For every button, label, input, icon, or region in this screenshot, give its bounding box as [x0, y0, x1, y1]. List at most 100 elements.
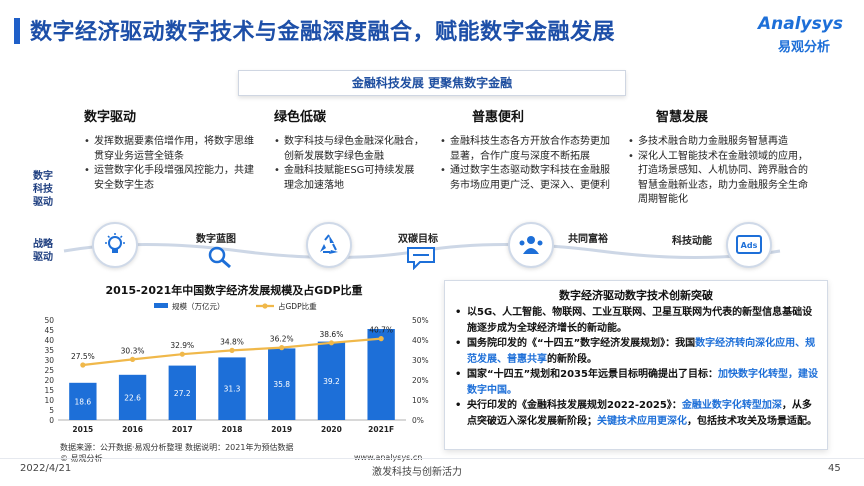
y-tick-label-left: 0 — [49, 416, 54, 425]
line-value-label: 36.2% — [270, 335, 294, 344]
bar — [367, 329, 395, 420]
timeline-label-dual-carbon: 双碳目标 — [398, 234, 438, 245]
x-tick-label: 2019 — [271, 425, 292, 434]
banner-text: 金融科技发展 更聚焦数字金融 — [351, 76, 513, 90]
column-item: 金融科技生态各方开放合作态势更加显著，合作广度与深度不断拓展 — [440, 135, 616, 164]
column-digital-driven: 数字驱动 发挥数据要素倍增作用，将数字思维贯穿业务运营全链条 运营数字化手段增强… — [84, 106, 254, 193]
section-banner: 金融科技发展 更聚焦数字金融 — [238, 70, 626, 96]
y-tick-label-left: 20 — [44, 376, 54, 385]
column-title: 数字驱动 — [84, 110, 137, 125]
y-tick-label-left: 15 — [44, 386, 54, 395]
timeline-node-smart: Ads — [726, 222, 772, 268]
panel-title: 数字经济驱动数字技术创新突破 — [559, 289, 713, 302]
panel-list: 以5G、人工智能、物联网、工业互联网、卫星互联网为代表的新型信息基础设施逐步成为… — [455, 305, 821, 429]
innovation-panel: 数字经济驱动数字技术创新突破 以5G、人工智能、物联网、工业互联网、卫星互联网为… — [444, 280, 828, 450]
footer-divider — [0, 458, 864, 459]
panel-item: 以5G、人工智能、物联网、工业互联网、卫星互联网为代表的新型信息基础设施逐步成为… — [455, 305, 821, 336]
bar — [268, 348, 296, 420]
bar — [218, 357, 246, 420]
svg-text:Ads: Ads — [741, 241, 758, 250]
legend-label-bar: 规模（万亿元） — [172, 301, 225, 311]
y-tick-label-left: 45 — [44, 326, 54, 335]
logo-wordmark: Analysys — [758, 14, 843, 34]
x-tick-label: 2020 — [321, 425, 342, 434]
chart-source-note: 数据来源：公开数据·易观分析整理 数据说明：2021年为预估数据 — [60, 443, 294, 452]
magnifier-icon — [208, 246, 231, 269]
chat-bubble-icon — [407, 247, 435, 270]
bar-value-label: 27.2 — [174, 389, 191, 398]
bar — [168, 365, 196, 420]
line-point — [279, 345, 285, 351]
column-item: 金融科技赋能ESG可持续发展理念加速落地 — [274, 164, 424, 193]
y-tick-label-right: 20% — [412, 376, 429, 385]
ads-screen-icon: Ads — [736, 235, 762, 254]
x-tick-label: 2015 — [72, 425, 93, 434]
highlight-text: 加快数字化转型，建设数字中国。 — [467, 369, 818, 396]
column-title: 普惠便利 — [472, 110, 525, 125]
panel-item: 央行印发的《金融科技发展规划2022-2025》：金融业数字化转型加深，从多点突… — [455, 398, 821, 429]
page-number: 45 — [828, 463, 841, 474]
column-item: 深化人工智能技术在金融领域的应用，打造场景感知、人机协同、跨界融合的智慧金融新业… — [628, 150, 808, 208]
y-tick-label-left: 30 — [44, 356, 54, 365]
row-label-tech-driven: 数字 科技 驱动 — [33, 171, 53, 208]
legend-swatch-point — [262, 303, 268, 309]
timeline-label-tech-momentum: 科技动能 — [672, 236, 712, 247]
line-value-label: 30.3% — [121, 346, 145, 355]
title-accent-bar — [14, 18, 20, 44]
highlight-text: 金融业数字化转型加深 — [681, 400, 782, 411]
highlight-text: 关键技术应用更深化 — [597, 415, 687, 427]
y-tick-label-right: 50% — [412, 316, 429, 325]
chart-website: www.analysys.cn — [354, 453, 422, 462]
y-tick-label-right: 40% — [412, 336, 429, 345]
panel-item: 国务院印发的《“十四五”数字经济发展规划》：我国数字经济转向深化应用、规范发展、… — [455, 336, 821, 367]
footer-date: 2022/4/21 — [20, 463, 72, 474]
y-tick-label-right: 30% — [412, 356, 429, 365]
body-text: 国家“十四五”规划和2035年远景目标明确提出了目标： — [467, 369, 718, 380]
brand-logo: Analysys 易观分析 — [758, 14, 852, 60]
bar-value-label: 18.6 — [75, 397, 92, 406]
body-text: ，包括技术攻关及场景适配。 — [687, 415, 817, 427]
y-tick-label-left: 10 — [44, 396, 54, 405]
line-point — [80, 362, 86, 368]
body-text: 央行印发的《金融科技发展规划2022-2025》： — [467, 400, 682, 411]
panel-item: 国家“十四五”规划和2035年远景目标明确提出了目标：加快数字化转型，建设数字中… — [455, 367, 821, 398]
bar — [118, 374, 147, 420]
footer-slogan: 激发科技与创新活力 — [372, 467, 462, 478]
column-inclusive-convenience: 普惠便利 金融科技生态各方开放合作态势更加显著，合作广度与深度不断拓展 通过数字… — [440, 106, 616, 193]
body-text: 的新阶段。 — [547, 353, 597, 365]
line-value-label: 27.5% — [71, 352, 95, 361]
body-text: 国务院印发的《“十四五”数字经济发展规划》：我国 — [467, 338, 696, 349]
column-title: 智慧发展 — [656, 110, 709, 125]
line-point — [179, 351, 185, 357]
timeline-node-inclusive — [508, 222, 554, 268]
legend-swatch-bar — [154, 303, 168, 308]
line-point — [328, 340, 335, 346]
bar — [317, 341, 346, 420]
timeline-label-common-prosperity: 共同富裕 — [568, 234, 608, 245]
line-point — [378, 336, 384, 342]
y-tick-label-left: 5 — [49, 406, 54, 415]
x-tick-label: 2018 — [222, 425, 243, 434]
bar-value-label: 31.3 — [224, 385, 241, 394]
column-title: 绿色低碳 — [274, 110, 327, 125]
y-tick-label-left: 35 — [44, 346, 54, 355]
lightbulb-icon — [105, 233, 125, 253]
y-tick-label-right: 10% — [412, 396, 429, 405]
chart-title: 2015-2021年中国数字经济发展规模及占GDP比重 — [105, 284, 363, 297]
timeline-label-blueprint: 数字蓝图 — [196, 234, 236, 245]
y-tick-label-left: 25 — [44, 366, 54, 375]
line-value-label: 40.7% — [369, 326, 393, 335]
bar-value-label: 35.8 — [273, 380, 290, 389]
y-tick-label-right: 0% — [412, 416, 424, 425]
bar — [69, 382, 97, 420]
body-text: ，从多点突破迈入深化发展新阶段； — [467, 400, 812, 427]
column-item: 数字科技与绿色金融深化融合，创新发展数字绿色金融 — [274, 135, 424, 164]
timeline-node-green — [306, 222, 352, 268]
y-tick-label-left: 40 — [44, 336, 54, 345]
body-text: 以5G、人工智能、物联网、工业互联网、卫星互联网为代表的新型信息基础设施逐步成为… — [467, 307, 813, 334]
column-smart-development: 智慧发展 多技术融合助力金融服务智慧再造 深化人工智能技术在金融领域的应用，打造… — [628, 106, 808, 208]
line-point — [229, 347, 235, 353]
column-green-low-carbon: 绿色低碳 数字科技与绿色金融深化融合，创新发展数字绿色金融 金融科技赋能ESG可… — [274, 106, 424, 193]
column-item: 发挥数据要素倍增作用，将数字思维贯穿业务运营全链条 — [84, 135, 254, 164]
logo-chinese-name: 易观分析 — [778, 40, 831, 55]
